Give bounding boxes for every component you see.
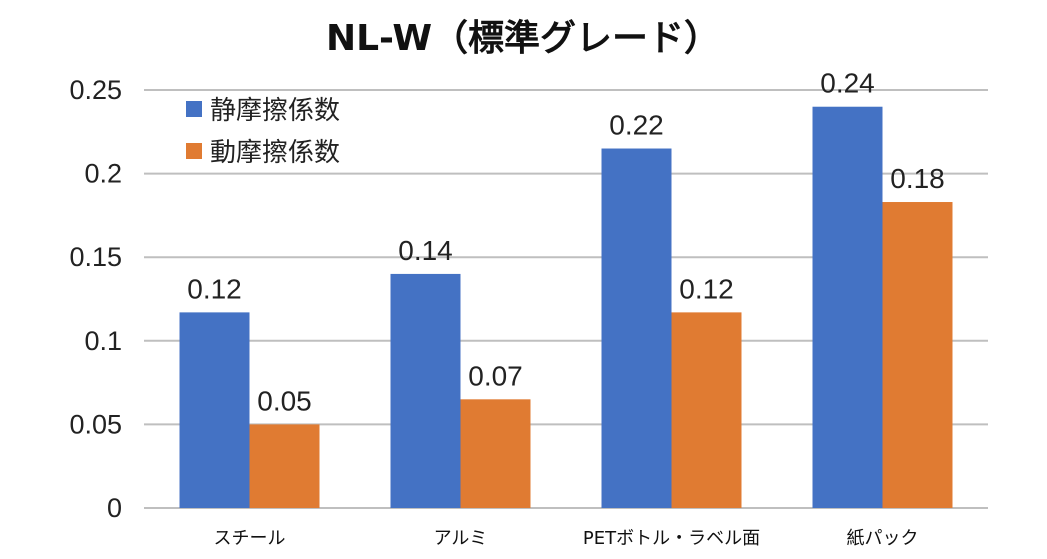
chart-title: NL-W（標準グレード） — [326, 18, 720, 59]
y-tick-label: 0.2 — [84, 159, 122, 189]
bar — [812, 106, 883, 508]
bar — [249, 424, 320, 508]
y-tick-label: 0.05 — [69, 409, 122, 439]
bar — [601, 148, 672, 508]
bar — [882, 202, 953, 509]
y-tick-label: 0.25 — [69, 75, 122, 105]
legend-label-static: 静摩擦係数 — [210, 96, 340, 126]
legend-swatch-static — [186, 101, 202, 117]
data-labels: 0.12 0.05 0.14 0.07 0.22 0.12 0.24 0.18 — [187, 68, 945, 417]
bar — [390, 273, 461, 508]
data-label: 0.24 — [820, 68, 875, 99]
data-label: 0.12 — [187, 273, 242, 304]
legend: 静摩擦係数 動摩擦係数 — [186, 96, 340, 168]
x-axis-ticks: スチール アルミ PETボトル・ラベル面 紙パック — [214, 528, 919, 549]
data-label: 0.22 — [609, 110, 664, 141]
bars — [179, 106, 953, 509]
y-tick-label: 0.15 — [69, 242, 122, 272]
data-label: 0.07 — [468, 360, 523, 391]
x-tick-label: 紙パック — [847, 528, 919, 549]
data-label: 0.18 — [890, 163, 945, 194]
x-tick-label: PETボトル・ラベル面 — [583, 528, 760, 549]
bar — [460, 399, 531, 508]
y-axis-ticks: 0 0.05 0.1 0.15 0.2 0.25 — [69, 75, 122, 523]
data-label: 0.05 — [257, 385, 312, 416]
data-label: 0.12 — [679, 273, 734, 304]
data-label: 0.14 — [398, 235, 453, 266]
bar — [179, 312, 250, 508]
legend-swatch-kinetic — [186, 143, 202, 159]
x-tick-label: スチール — [214, 528, 286, 549]
y-tick-label: 0.1 — [84, 326, 122, 356]
x-tick-label: アルミ — [434, 528, 488, 549]
legend-label-kinetic: 動摩擦係数 — [210, 138, 340, 168]
y-tick-label: 0 — [107, 493, 122, 523]
bar — [671, 312, 742, 508]
